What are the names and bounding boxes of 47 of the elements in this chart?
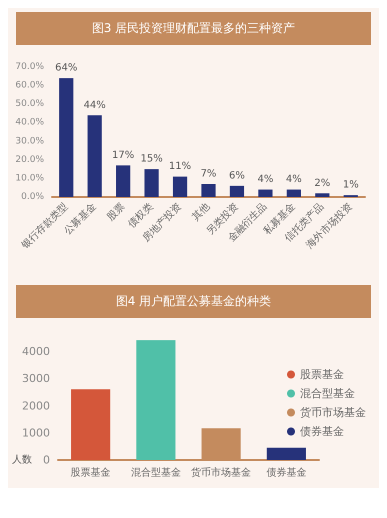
data-label: 4% [257,174,274,186]
data-label: 4% [286,174,302,186]
y-tick-label: 0 [43,454,50,466]
bar [88,115,102,197]
data-label: 64% [55,62,78,74]
bar [116,165,130,197]
y-tick-label: 70.0% [15,62,44,72]
data-label: 1% [342,180,359,191]
y-tick-label: 1000 [22,426,50,440]
x-tick-label: 混合型基金 [130,466,181,478]
legend-label: 混合型基金 [300,387,355,400]
y-tick-label: 30.0% [15,136,44,146]
x-tick-label: 货币市场基金 [191,466,252,478]
data-label: 15% [140,154,163,165]
y-tick-label: 50.0% [15,99,44,110]
bar [286,190,301,197]
bar [230,186,244,197]
data-label: 11% [168,161,192,172]
legend-label: 债券基金 [300,425,344,438]
y-tick-label: 40.0% [15,118,44,128]
x-tick-label: 股票基金 [70,466,111,478]
data-label: 44% [84,100,106,111]
y-tick-label: 0.0% [21,192,44,202]
bar [59,78,74,197]
data-label: 7% [200,168,216,180]
bar [315,193,330,197]
chart-title: 图3 居民投资理财配置最多的三种资产 [16,12,371,45]
bar [258,190,273,197]
data-label: 17% [112,150,134,161]
y-tick-label: 2000 [22,399,50,412]
y-tick-label: 60.0% [15,80,44,91]
y-tick-label: 3000 [22,372,50,386]
chart-title: 图4 用户配置公募基金的种类 [16,285,371,318]
y-axis-title: 人数 [12,454,32,466]
x-tick-label: 股票 [105,201,128,224]
y-tick-label: 10.0% [15,173,44,184]
bar [201,184,216,197]
legend-label: 股票基金 [300,368,344,381]
data-label: 6% [229,170,245,182]
x-tick-label: 债券基金 [266,466,306,478]
y-tick-label: 4000 [22,345,50,358]
y-tick-label: 20.0% [15,154,44,165]
bar [144,169,159,197]
bar [172,176,188,197]
legend-label: 货币市场基金 [300,406,366,419]
data-label: 2% [314,178,330,189]
x-tick-label: 其他 [190,200,212,224]
